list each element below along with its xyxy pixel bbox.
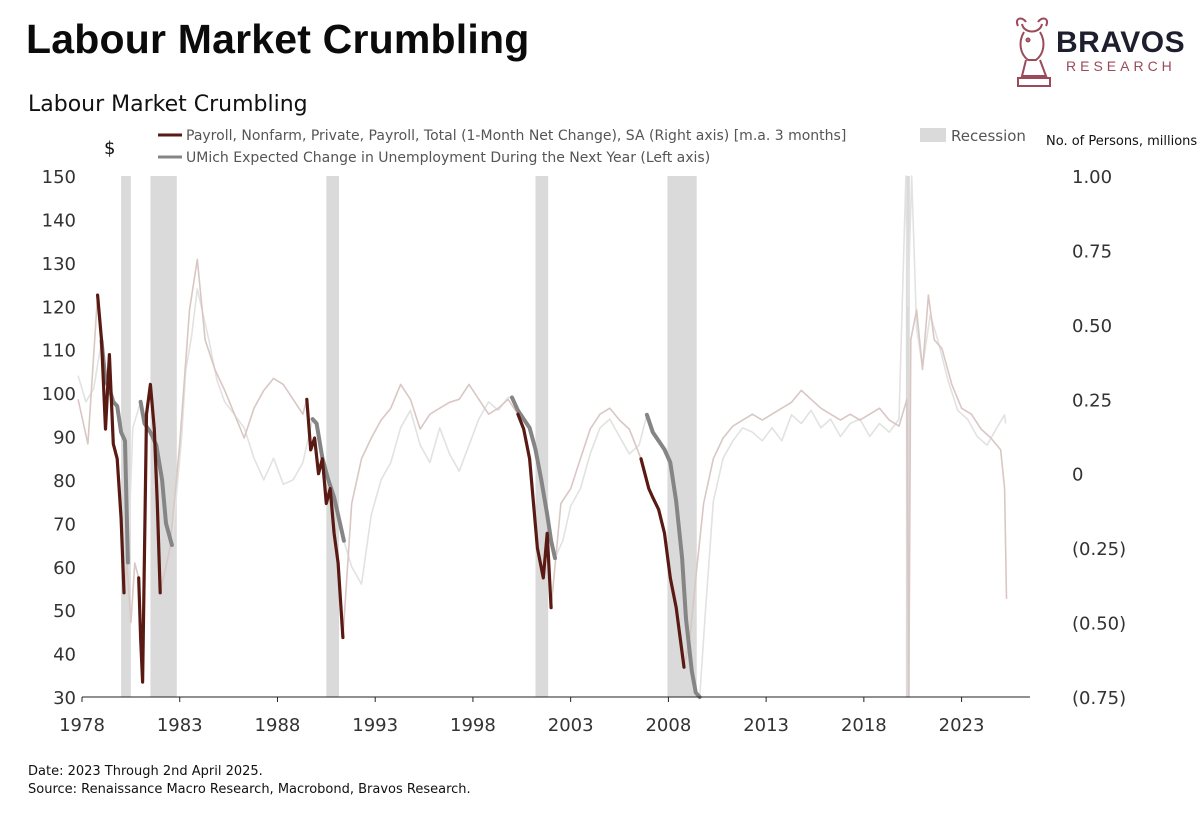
footer-source-note: Source: Renaissance Macro Research, Macr…	[28, 782, 471, 797]
left-axis-unit: $	[104, 138, 115, 159]
left-tick-label-8: 70	[53, 514, 76, 535]
legend-swatch-recession	[920, 128, 946, 142]
series-umich-highlight-3	[510, 395, 557, 561]
x-tick-label-9: 2023	[939, 715, 985, 736]
series-payroll-highlight-4	[639, 457, 686, 669]
x-tick-label-7: 2013	[743, 715, 789, 736]
left-tick-label-1: 140	[42, 210, 76, 231]
right-axis-ticks: 1.00 0.75 0.50 0.25 0 (0.25) (0.50) (0.75)	[1072, 167, 1126, 709]
recession-band-0	[121, 176, 131, 697]
x-tick-label-5: 2003	[548, 715, 594, 736]
left-tick-label-4: 110	[42, 341, 76, 362]
legend: Payroll, Nonfarm, Private, Payroll, Tota…	[158, 127, 1026, 166]
series-payroll-highlight-0	[95, 293, 126, 595]
left-tick-label-5: 100	[42, 384, 76, 405]
x-tick-label-2: 1988	[255, 715, 301, 736]
series-umich-highlight-0	[99, 339, 130, 565]
right-tick-label-0: 1.00	[1072, 167, 1112, 188]
left-axis-ticks: 150 140 130 120 110 100 90 80 70 60 50 40 30	[42, 167, 76, 709]
x-tick-label-4: 1998	[450, 715, 496, 736]
left-tick-label-12: 30	[53, 688, 76, 709]
right-tick-label-7: (0.75)	[1072, 688, 1126, 709]
x-tick-label-6: 2008	[645, 715, 691, 736]
left-tick-label-0: 150	[42, 167, 76, 188]
x-tick-label-1: 1983	[157, 715, 203, 736]
series-payroll-highlight-1	[137, 382, 162, 684]
right-tick-label-6: (0.50)	[1072, 614, 1126, 635]
brand-subtitle: RESEARCH	[1066, 58, 1176, 74]
legend-label-recession: Recession	[951, 127, 1026, 145]
left-tick-label-9: 60	[53, 558, 76, 579]
legend-label-payroll: Payroll, Nonfarm, Private, Payroll, Tota…	[186, 128, 846, 144]
legend-label-umich: UMich Expected Change in Unemployment Du…	[186, 150, 710, 166]
series-umich-highlight-4	[644, 412, 702, 699]
x-tick-label-3: 1993	[352, 715, 398, 736]
footer-date-note: Date: 2023 Through 2nd April 2025.	[28, 764, 263, 779]
left-tick-label-3: 120	[42, 297, 76, 318]
left-tick-label-7: 80	[53, 471, 76, 492]
left-tick-label-2: 130	[42, 254, 76, 275]
recession-bands	[121, 176, 910, 697]
series-umich-highlight-2	[310, 417, 346, 543]
main-title: Labour Market Crumbling	[26, 16, 530, 62]
brand-name: BRAVOS	[1056, 26, 1186, 59]
right-tick-label-5: (0.25)	[1072, 539, 1126, 560]
right-tick-label-3: 0.25	[1072, 390, 1112, 411]
recession-band-3	[535, 176, 549, 697]
series-lines	[77, 175, 1008, 699]
recession-band-2	[326, 176, 340, 697]
left-tick-label-6: 90	[53, 428, 76, 449]
x-axis-ticks: 1978 1983 1988 1993 1998 2003 2008 2013 2018 2023	[59, 697, 984, 736]
right-tick-label-1: 0.75	[1072, 241, 1112, 262]
right-tick-label-2: 0.50	[1072, 316, 1112, 337]
left-tick-label-10: 50	[53, 601, 76, 622]
right-tick-label-4: 0	[1072, 465, 1083, 486]
series-payroll-highlight-2	[305, 397, 345, 640]
x-tick-label-8: 2018	[841, 715, 887, 736]
right-axis-unit: No. of Persons, millions	[1046, 134, 1197, 149]
left-tick-label-11: 40	[53, 645, 76, 666]
chart-title: Labour Market Crumbling	[28, 92, 308, 117]
x-tick-label-0: 1978	[59, 715, 105, 736]
bull-chess-knight-icon	[1016, 17, 1051, 87]
series-payroll-highlight-3	[516, 412, 553, 610]
